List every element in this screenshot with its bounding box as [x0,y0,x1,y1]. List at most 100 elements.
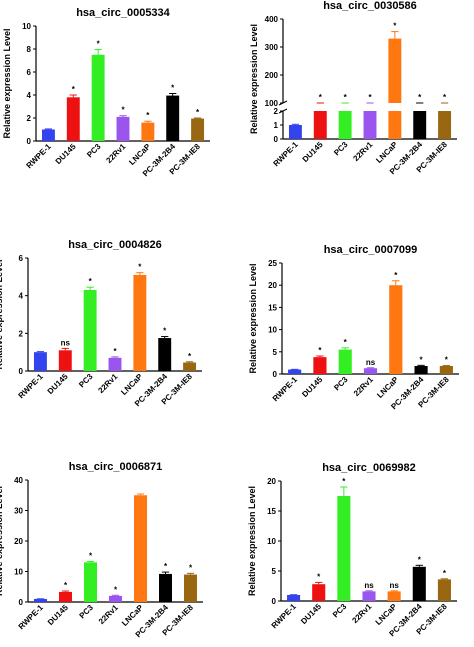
x-tick-label: PC3 [85,142,103,160]
y-tick-label: 0 [19,598,24,607]
y-tick-label: 100 [265,99,279,108]
bar-lower-PC-3M-2B4 [413,111,427,139]
x-tick-label: 22Rv1 [97,603,120,626]
bar-PC-3M-2B4 [414,366,428,374]
bar-22Rv1 [108,357,122,371]
y-tick-label: 5 [272,567,277,576]
significance-label: * [89,277,93,286]
significance-label: ns [61,338,71,347]
chart-panel-3: hsa_circ_0004826 Relative expression Leve… [0,239,202,408]
chart-panel-2: hsa_circ_0030586 Relative expression Leve… [249,0,457,176]
significance-label: * [368,93,372,102]
significance-label: * [114,585,118,594]
x-tick-label: 22Rv1 [104,142,127,165]
bar-22Rv1 [362,591,376,601]
chart-title: hsa_circ_0030586 [323,0,417,12]
bar-lower-LNCaP [388,111,402,139]
bar-LNCaP [387,591,401,601]
bar-RWPE-1 [288,125,302,139]
significance-label: * [146,111,150,120]
significance-label: * [97,40,101,49]
bar-PC-3M-IE8 [183,362,197,371]
chart-panel-5: hsa_circ_0006871 Relative expression Leve… [0,461,203,639]
significance-label: * [394,271,398,280]
y-axis-label: Relative expression Level [249,24,259,134]
significance-label: * [342,477,346,486]
chart-title: hsa_circ_0006871 [69,461,163,473]
bar-lower-PC-3M-IE8 [438,111,452,139]
bar-DU145 [312,584,326,601]
x-tick-label: PC3 [77,372,95,390]
significance-label: * [163,327,167,336]
y-tick-label: 0 [273,370,278,379]
bar-RWPE-1 [41,129,55,141]
y-tick-label: 4 [19,292,24,301]
significance-label: * [138,263,142,272]
y-tick-label: 10 [268,326,277,335]
y-tick-label: 30 [14,507,23,516]
x-tick-label: PC3 [78,603,96,621]
y-tick-label: 10 [22,22,31,31]
significance-label: * [121,106,125,115]
x-tick-label: 22Rv1 [96,372,119,395]
significance-label: * [344,338,348,347]
bar-PC3 [84,562,97,602]
y-tick-label: 40 [14,476,23,485]
bar-RWPE-1 [33,352,47,371]
bar-lower-22Rv1 [363,111,377,139]
y-tick-label: 6 [27,68,32,77]
significance-label: * [443,93,447,102]
significance-label: * [164,562,168,571]
bar-PC-3M-2B4 [159,573,172,602]
bar-LNCaP [133,274,147,371]
significance-label: ns [366,358,376,367]
bar-DU145 [58,350,72,371]
bar-DU145 [66,97,80,141]
axis-break-mark [278,100,288,106]
x-tick-label: DU145 [54,142,78,166]
bar-22Rv1 [109,595,122,602]
x-tick-label: PC3 [331,602,349,620]
bar-PC-3M-IE8 [184,574,197,602]
significance-label: * [72,85,76,94]
y-tick-label: 0 [272,597,277,606]
y-tick-label: 15 [267,507,276,516]
bar-PC-3M-2B4 [166,95,180,141]
significance-label: * [319,93,323,102]
significance-label: * [171,84,175,93]
x-tick-label: PC3 [332,375,350,393]
significance-label: * [418,93,422,102]
y-tick-label: 5 [273,348,278,357]
bar-PC-3M-2B4 [158,338,172,371]
x-tick-label: DU145 [46,603,70,627]
chart-title: hsa_circ_0005334 [76,7,170,19]
y-tick-label: 10 [14,568,23,577]
bar-LNCaP [141,122,155,141]
axis-break-mark [278,108,288,114]
y-tick-label: 2 [19,329,24,338]
bar-PC3 [91,54,105,141]
y-axis-label: Relative expression Level [0,486,4,596]
bar-RWPE-1 [34,598,47,602]
y-axis-label: Relative expression Level [247,486,257,596]
bar-RWPE-1 [288,369,302,374]
significance-label: * [393,22,397,31]
bar-PC-3M-IE8 [439,366,453,374]
significance-label: * [445,356,449,365]
bar-22Rv1 [116,116,130,141]
bar-DU145 [313,357,327,374]
bar-PC3 [338,349,352,374]
significance-label: * [317,572,321,581]
x-tick-label: DU145 [301,140,325,164]
bar-LNCaP [134,495,147,602]
y-tick-label: 2 [27,114,32,123]
significance-label: * [188,352,192,361]
y-tick-label: 20 [267,477,276,486]
y-tick-label: 0 [19,367,24,376]
y-tick-label: 4 [27,91,32,100]
y-tick-label: 0 [27,137,32,146]
y-tick-label: 20 [268,281,277,290]
chart-panel-6: hsa_circ_0069982 Relative expression Leve… [247,462,457,638]
significance-label: * [89,551,93,560]
y-tick-label: 6 [19,254,24,263]
